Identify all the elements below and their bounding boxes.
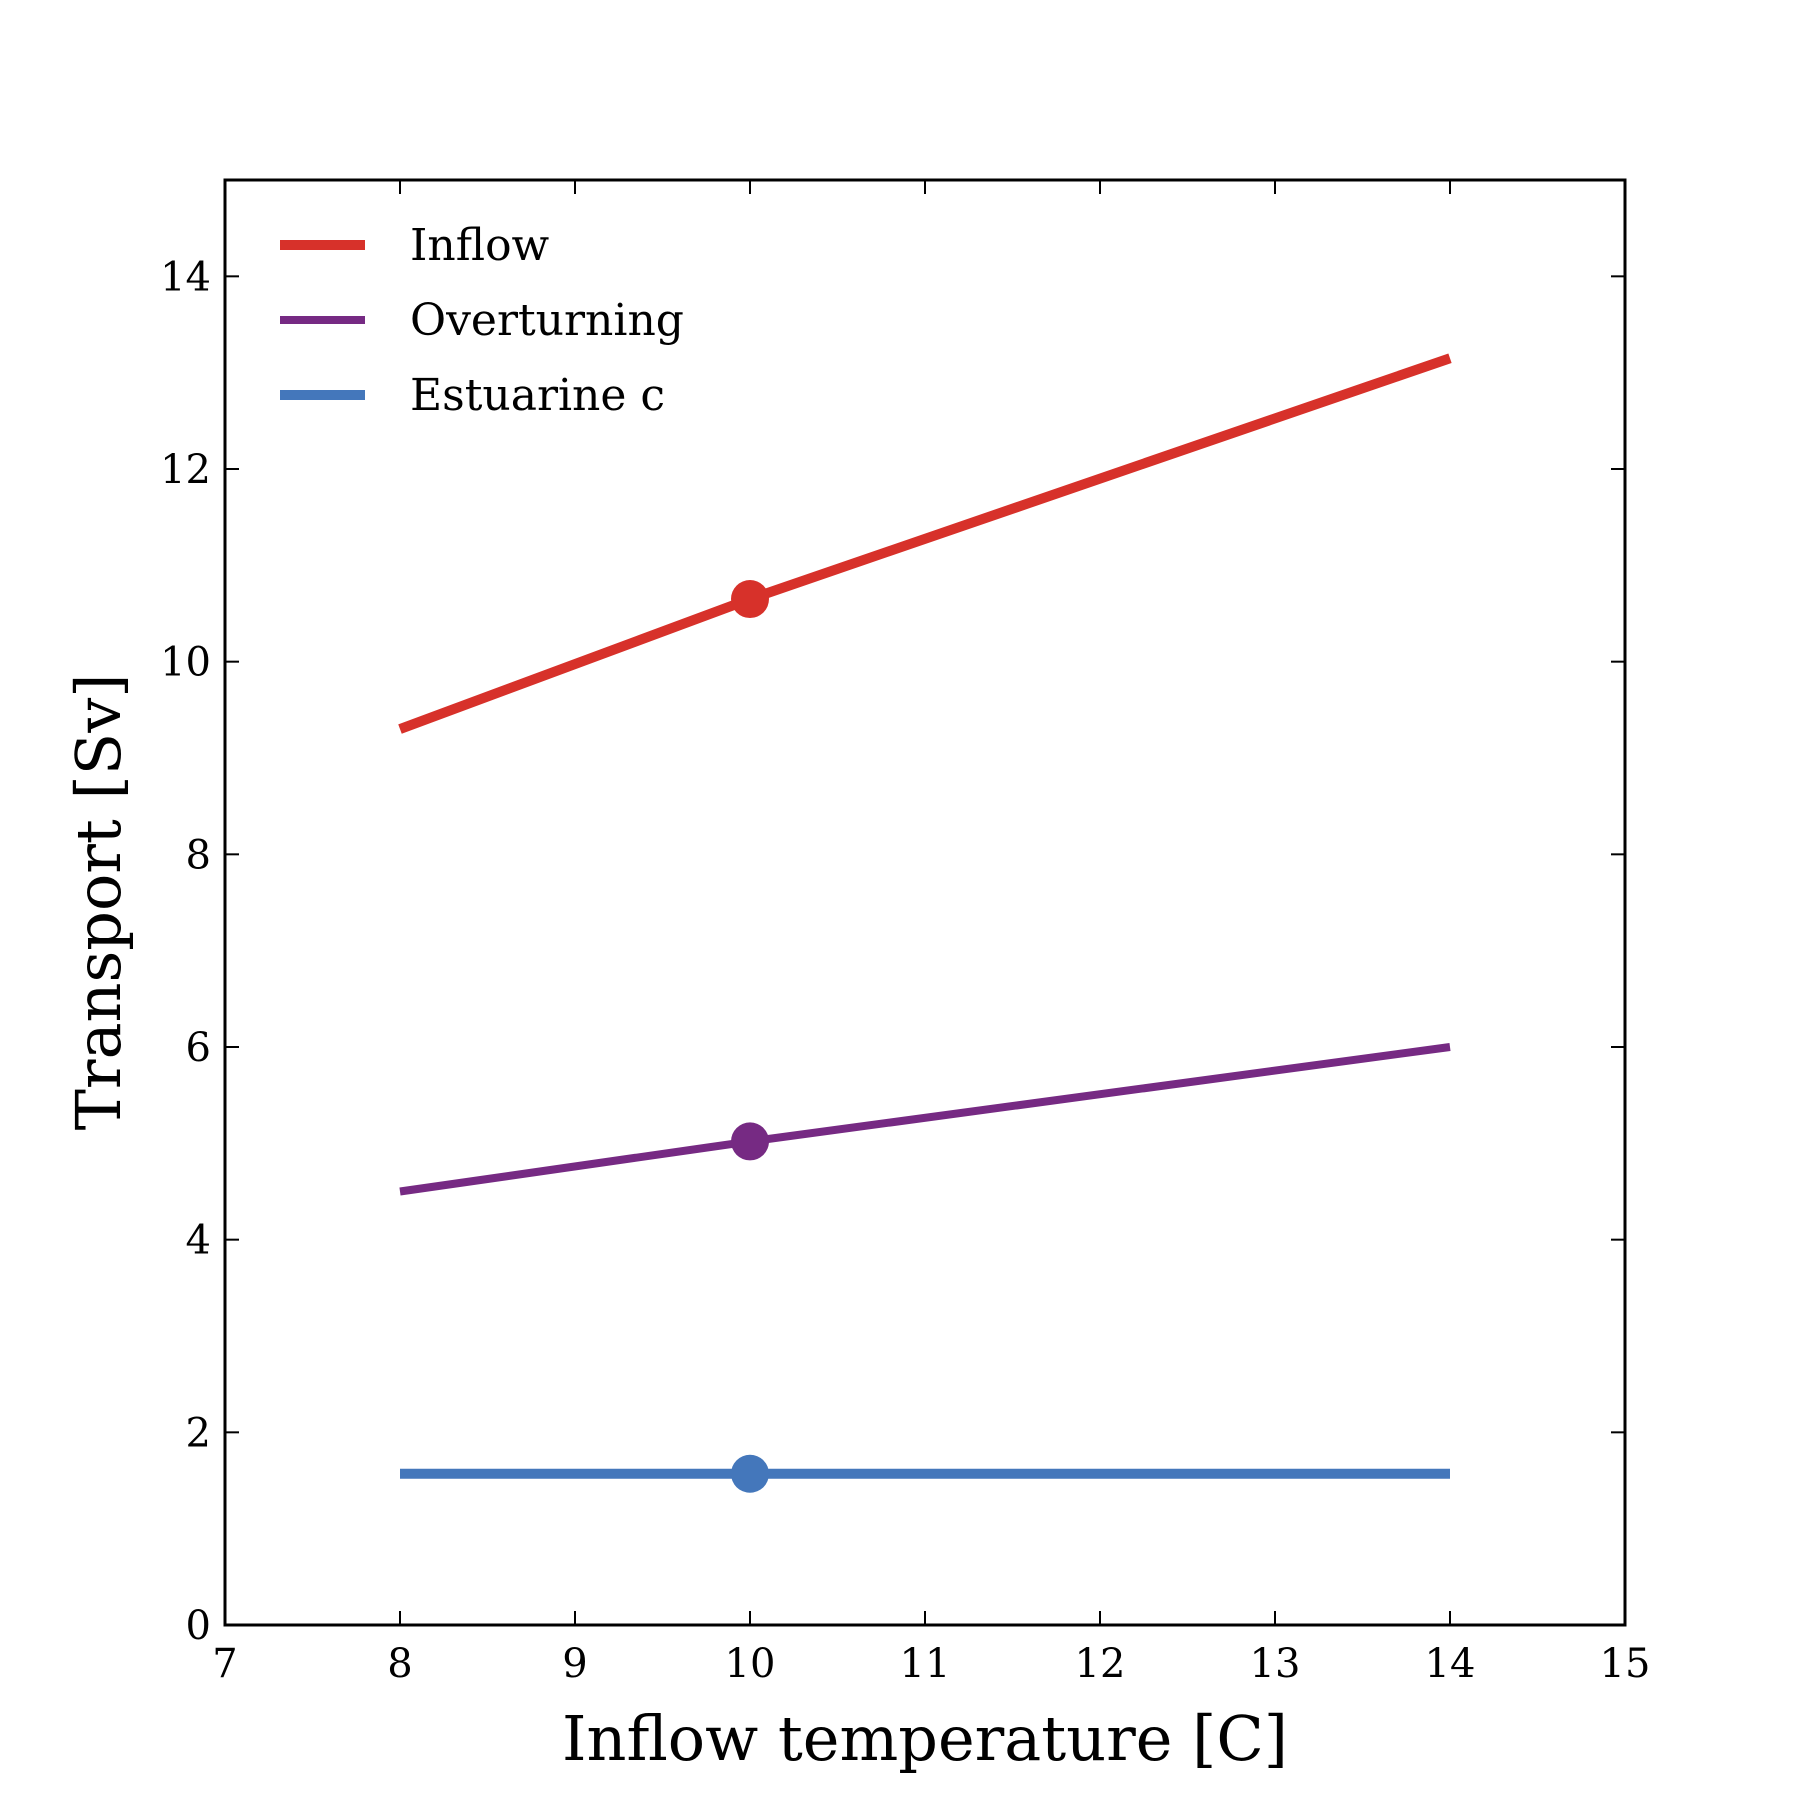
x-tick-label: 7 — [212, 1641, 237, 1687]
y-tick-label: 0 — [186, 1603, 211, 1649]
y-tick-label: 14 — [160, 254, 211, 300]
plot-background — [225, 180, 1625, 1625]
x-axis-label: Inflow temperature [C] — [562, 1702, 1288, 1775]
x-tick-label: 14 — [1425, 1641, 1476, 1687]
series-marker-overturning — [731, 1122, 769, 1161]
y-tick-label: 4 — [186, 1218, 211, 1264]
x-tick-label: 10 — [725, 1641, 776, 1687]
x-tick-label: 9 — [562, 1641, 587, 1687]
plot-frame — [223, 178, 1627, 1627]
y-tick-label: 12 — [160, 447, 211, 493]
legend-label: Inflow — [410, 220, 550, 271]
series-marker-inflow — [731, 580, 769, 619]
series-lines — [398, 353, 1452, 1493]
x-tick-label: 13 — [1250, 1641, 1301, 1687]
y-tick-label: 6 — [186, 1025, 211, 1071]
axis-ticks: 7 8 9 10 11 12 13 14 15 0 2 4 6 8 10 12 14 — [160, 180, 1650, 1687]
x-tick-label: 15 — [1600, 1641, 1651, 1687]
y-tick-label: 10 — [160, 640, 211, 686]
y-tick-label: 8 — [186, 832, 211, 878]
legend: Inflow Overturning Estuarine c — [280, 220, 684, 421]
y-tick-label: 2 — [186, 1410, 211, 1456]
legend-label: Estuarine c — [410, 370, 665, 421]
x-tick-label: 11 — [900, 1641, 951, 1687]
legend-label: Overturning — [410, 295, 684, 346]
x-tick-label: 8 — [387, 1641, 412, 1687]
series-marker-estuarine-c — [731, 1454, 769, 1493]
y-axis-label: Transport [Sv] — [62, 674, 135, 1131]
x-tick-label: 12 — [1075, 1641, 1126, 1687]
